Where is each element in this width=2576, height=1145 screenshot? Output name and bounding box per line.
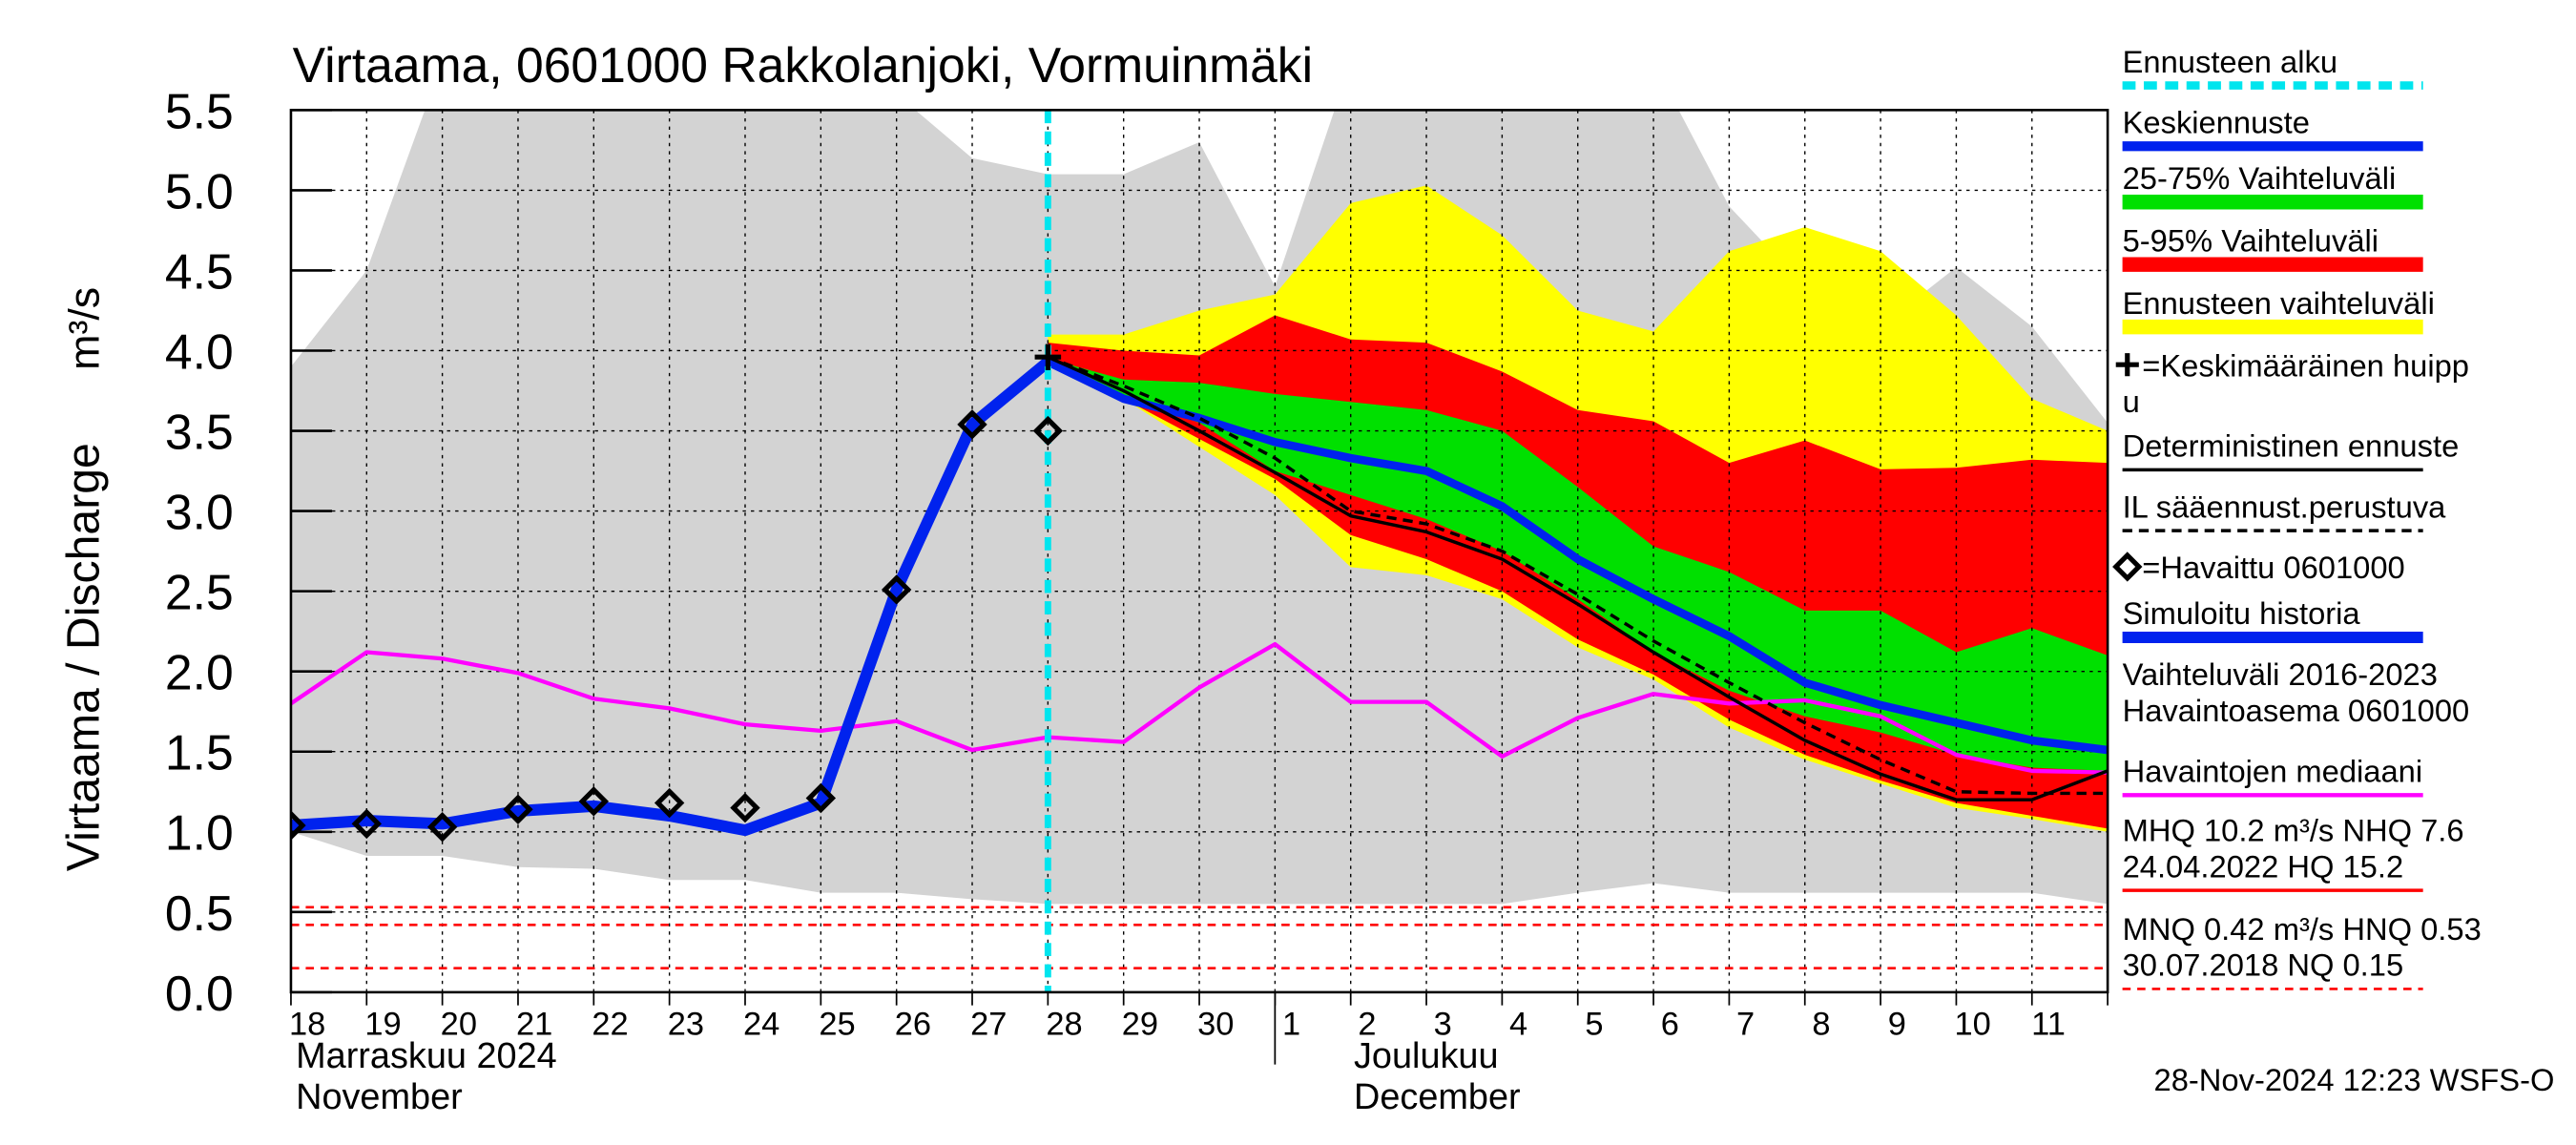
- x-tick-label: 25: [819, 1007, 855, 1043]
- legend-label: Ennusteen alku: [2123, 44, 2337, 79]
- legend-label: MHQ 10.2 m³/s NHQ 7.6: [2123, 812, 2464, 847]
- x-tick-label: 24: [743, 1007, 779, 1043]
- y-tick-label: 1.5: [165, 725, 234, 781]
- y-tick-label: 2.0: [165, 645, 234, 700]
- y-tick-label: 1.0: [165, 805, 234, 861]
- observed-marker: [654, 787, 685, 819]
- x-tick-label: 27: [970, 1007, 1007, 1043]
- x-tick-label: 19: [364, 1007, 401, 1043]
- y-axis-label: Virtaama / Discharge: [58, 443, 110, 871]
- legend-label: 30.07.2018 NQ 0.15: [2123, 947, 2404, 983]
- x-tick-label: 7: [1736, 1007, 1755, 1043]
- x-tick-label: 20: [441, 1007, 477, 1043]
- peak-marker: [1034, 344, 1062, 370]
- overlay: 0.00.51.01.52.02.53.03.54.04.55.05.518 19…: [165, 44, 2482, 1117]
- footer: 28-Nov-2024 12:23 WSFS-O: [2154, 1062, 2555, 1097]
- legend-label: Ennusteen vaihteluväli: [2123, 285, 2435, 321]
- observed-marker: [290, 810, 306, 841]
- month-label: December: [1354, 1077, 1521, 1117]
- y-tick-label: 5.0: [165, 163, 234, 219]
- y-tick-label: 3.0: [165, 485, 234, 540]
- legend-label: u: [2123, 384, 2140, 419]
- y-tick-label: 0.0: [165, 966, 234, 1021]
- legend-label: Havaintojen mediaani: [2123, 754, 2423, 789]
- x-tick-label: 1: [1282, 1007, 1300, 1043]
- observed-marker: [351, 808, 382, 840]
- x-tick-label: 28: [1046, 1007, 1082, 1043]
- legend-label: Keskiennuste: [2123, 104, 2310, 139]
- y-tick-label: 5.5: [165, 83, 234, 138]
- x-tick-label: 30: [1197, 1007, 1234, 1043]
- x-tick-label: 29: [1122, 1007, 1158, 1043]
- chart-title: Virtaama, 0601000 Rakkolanjoki, Vormuinm…: [293, 37, 1313, 93]
- legend-label: 25-75% Vaihteluväli: [2123, 160, 2397, 196]
- legend-label: Deterministinen ennuste: [2123, 428, 2460, 464]
- x-tick-label: 5: [1585, 1007, 1603, 1043]
- series-line: [1047, 355, 2109, 796]
- y-tick-label: 2.5: [165, 565, 234, 620]
- x-tick-label: 11: [2031, 1007, 2066, 1043]
- legend-icon: [2112, 552, 2143, 582]
- observed-marker: [957, 409, 987, 440]
- x-tick-label: 4: [1509, 1007, 1527, 1043]
- y-tick-label: 4.0: [165, 323, 234, 379]
- legend-icon: [2115, 353, 2139, 377]
- legend-label: =Havaittu 0601000: [2142, 550, 2404, 585]
- month-label: November: [296, 1077, 463, 1117]
- month-label: Joulukuu: [1354, 1036, 1499, 1076]
- plot-area: [290, 110, 2109, 992]
- x-tick-label: 23: [668, 1007, 704, 1043]
- month-label: Marraskuu 2024: [296, 1036, 557, 1076]
- legend-label: 5-95% Vaihteluväli: [2123, 222, 2379, 258]
- y-axis-unit: m³/s: [61, 287, 109, 370]
- series-line: [1047, 355, 2109, 802]
- observed-marker: [805, 782, 837, 814]
- legend-label: =Keskimääräinen huipp: [2142, 347, 2469, 383]
- observed-marker: [730, 792, 760, 823]
- legend-label: Vaihteluväli 2016-2023: [2123, 656, 2438, 692]
- x-tick-label: 2: [1358, 1007, 1376, 1043]
- observed-marker: [1032, 415, 1064, 447]
- y-tick-label: 3.5: [165, 404, 234, 459]
- legend-label: Simuloitu historia: [2123, 595, 2361, 631]
- x-tick-label: 6: [1661, 1007, 1679, 1043]
- x-tick-label: 3: [1434, 1007, 1452, 1043]
- observed-marker: [503, 794, 533, 824]
- x-tick-label: 8: [1812, 1007, 1830, 1043]
- legend-label: MNQ 0.42 m³/s HNQ 0.53: [2123, 911, 2482, 947]
- x-tick-label: 26: [895, 1007, 931, 1043]
- observed-marker: [426, 812, 458, 843]
- x-tick-label: 10: [1954, 1007, 1990, 1043]
- legend-label: 24.04.2022 HQ 15.2: [2123, 848, 2404, 884]
- plot-frame: [289, 109, 2109, 994]
- x-tick-label: 21: [516, 1007, 552, 1043]
- observed-marker: [881, 574, 912, 605]
- y-tick-label: 0.5: [165, 885, 234, 941]
- legend-label: Havaintoasema 0601000: [2123, 693, 2470, 728]
- observed-marker: [578, 786, 610, 817]
- x-tick-label: 9: [1888, 1007, 1906, 1043]
- y-tick-label: 4.5: [165, 243, 234, 299]
- series-line: [290, 641, 2109, 775]
- x-tick-label: 18: [289, 1007, 325, 1043]
- x-tick-label: 22: [592, 1007, 628, 1043]
- legend-label: IL sääennust.perustuva: [2123, 489, 2447, 524]
- series-line: [1046, 358, 2109, 755]
